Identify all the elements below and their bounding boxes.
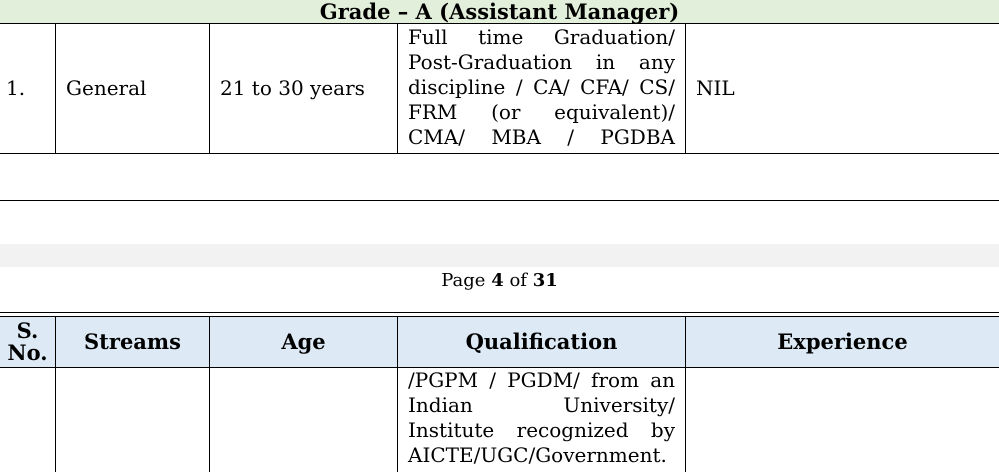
row1-stream-text: General xyxy=(66,76,147,100)
header-qualification: Qualification xyxy=(398,316,686,368)
row2-qual-line: Institute recognized by xyxy=(408,418,675,442)
divider-line xyxy=(0,312,999,313)
row1-sno-text: 1. xyxy=(6,76,26,100)
row2-stream xyxy=(56,368,210,472)
row1-qual-line: Post-Graduation in any xyxy=(408,50,675,74)
row1-qual-line: CMA/ MBA / PGDBA xyxy=(408,125,675,149)
row2-qual-line: AICTE/UGC/Government. xyxy=(408,443,667,467)
row1-qual-line: FRM (or equivalent)/ xyxy=(408,100,675,124)
row1-age: 21 to 30 years xyxy=(210,24,398,154)
header-streams: Streams xyxy=(56,316,210,368)
header-sno-line1: S. xyxy=(16,318,39,343)
row2-qualification: /PGPM / PGDM/ from an Indian University/… xyxy=(398,368,686,472)
row1-age-text: 21 to 30 years xyxy=(220,76,365,100)
header-age: Age xyxy=(210,316,398,368)
row2-age xyxy=(210,368,398,472)
page-footer: Page 4 of 31 xyxy=(0,267,999,293)
row2-qual-line: Indian University/ xyxy=(408,393,675,417)
divider-line xyxy=(0,200,999,201)
row1-qualification: Full time Graduation/ Post-Graduation in… xyxy=(398,24,686,154)
row2-sno xyxy=(0,368,56,472)
row1-experience-text: NIL xyxy=(696,76,735,100)
footer-total-pages: 31 xyxy=(532,269,558,291)
row2-experience xyxy=(686,368,999,472)
grade-header: Grade – A (Assistant Manager) xyxy=(0,0,999,24)
row1-qual-line: discipline / CA/ CFA/ CS/ xyxy=(408,75,675,99)
row2-qual-line: /PGPM / PGDM/ from an xyxy=(408,368,675,392)
header-sno-line2: No. xyxy=(7,340,48,365)
footer-prefix: Page xyxy=(441,269,486,291)
row1-stream: General xyxy=(56,24,210,154)
page-gap-band xyxy=(0,244,999,267)
row1-qual-line: Full time Graduation/ xyxy=(408,25,675,49)
footer-current-page: 4 xyxy=(491,269,504,291)
row1-experience: NIL xyxy=(686,24,999,154)
header-sno: S. No. xyxy=(0,316,56,368)
footer-of: of xyxy=(509,269,527,291)
row1-sno: 1. xyxy=(0,24,56,154)
header-experience: Experience xyxy=(686,316,999,368)
